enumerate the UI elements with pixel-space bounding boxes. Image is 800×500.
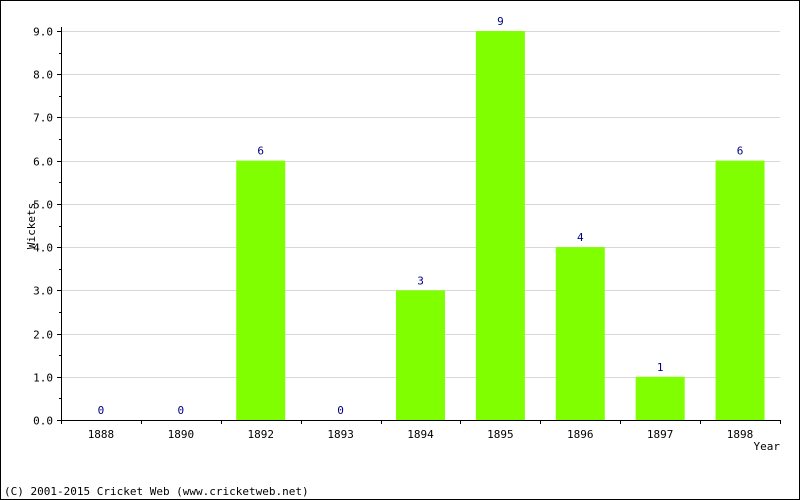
data-label: 0 <box>178 404 185 417</box>
y-tick-label: 0.0 <box>33 415 53 428</box>
y-tick-label: 4.0 <box>33 242 53 255</box>
x-tick-label: 1897 <box>647 428 674 441</box>
data-label: 9 <box>497 15 504 28</box>
grid-lines <box>61 31 780 378</box>
bars <box>236 31 765 420</box>
labels: 0 0 6 0 3 9 4 1 6 0.0 1.0 2.0 3.0 4.0 5.0 6.0 7.0 8.0 9.0 1… <box>33 15 753 441</box>
data-label: 1 <box>657 361 664 374</box>
x-tick-label: 1896 <box>567 428 594 441</box>
x-tick-label: 1888 <box>88 428 115 441</box>
data-label: 3 <box>417 274 424 287</box>
x-axis-title: Year <box>754 440 781 453</box>
bar <box>236 160 286 420</box>
x-tick-label: 1893 <box>327 428 354 441</box>
bar <box>396 290 445 420</box>
axes <box>57 27 781 424</box>
y-axis-title: Wickets <box>25 203 38 249</box>
y-tick-label: 9.0 <box>33 26 53 39</box>
copyright-footer: (C) 2001-2015 Cricket Web (www.cricketwe… <box>4 485 309 498</box>
x-tick-label: 1895 <box>487 428 514 441</box>
y-tick-label: 8.0 <box>33 69 53 82</box>
bar <box>635 376 685 420</box>
data-label: 6 <box>737 145 744 158</box>
x-tick-label: 1894 <box>407 428 434 441</box>
x-tick-label: 1890 <box>168 428 195 441</box>
bar <box>715 160 765 420</box>
y-tick-label: 1.0 <box>33 372 53 385</box>
y-tick-label: 6.0 <box>33 156 53 169</box>
data-label: 0 <box>337 404 344 417</box>
x-tick-label: 1898 <box>727 428 754 441</box>
bar <box>555 247 605 420</box>
data-label: 6 <box>257 145 264 158</box>
y-tick-label: 5.0 <box>33 199 53 212</box>
data-label: 4 <box>577 231 584 244</box>
x-tick-label: 1892 <box>247 428 274 441</box>
y-tick-label: 7.0 <box>33 112 53 125</box>
bar <box>475 31 525 420</box>
data-label: 0 <box>98 404 105 417</box>
y-tick-label: 2.0 <box>33 329 53 342</box>
y-tick-label: 3.0 <box>33 285 53 298</box>
